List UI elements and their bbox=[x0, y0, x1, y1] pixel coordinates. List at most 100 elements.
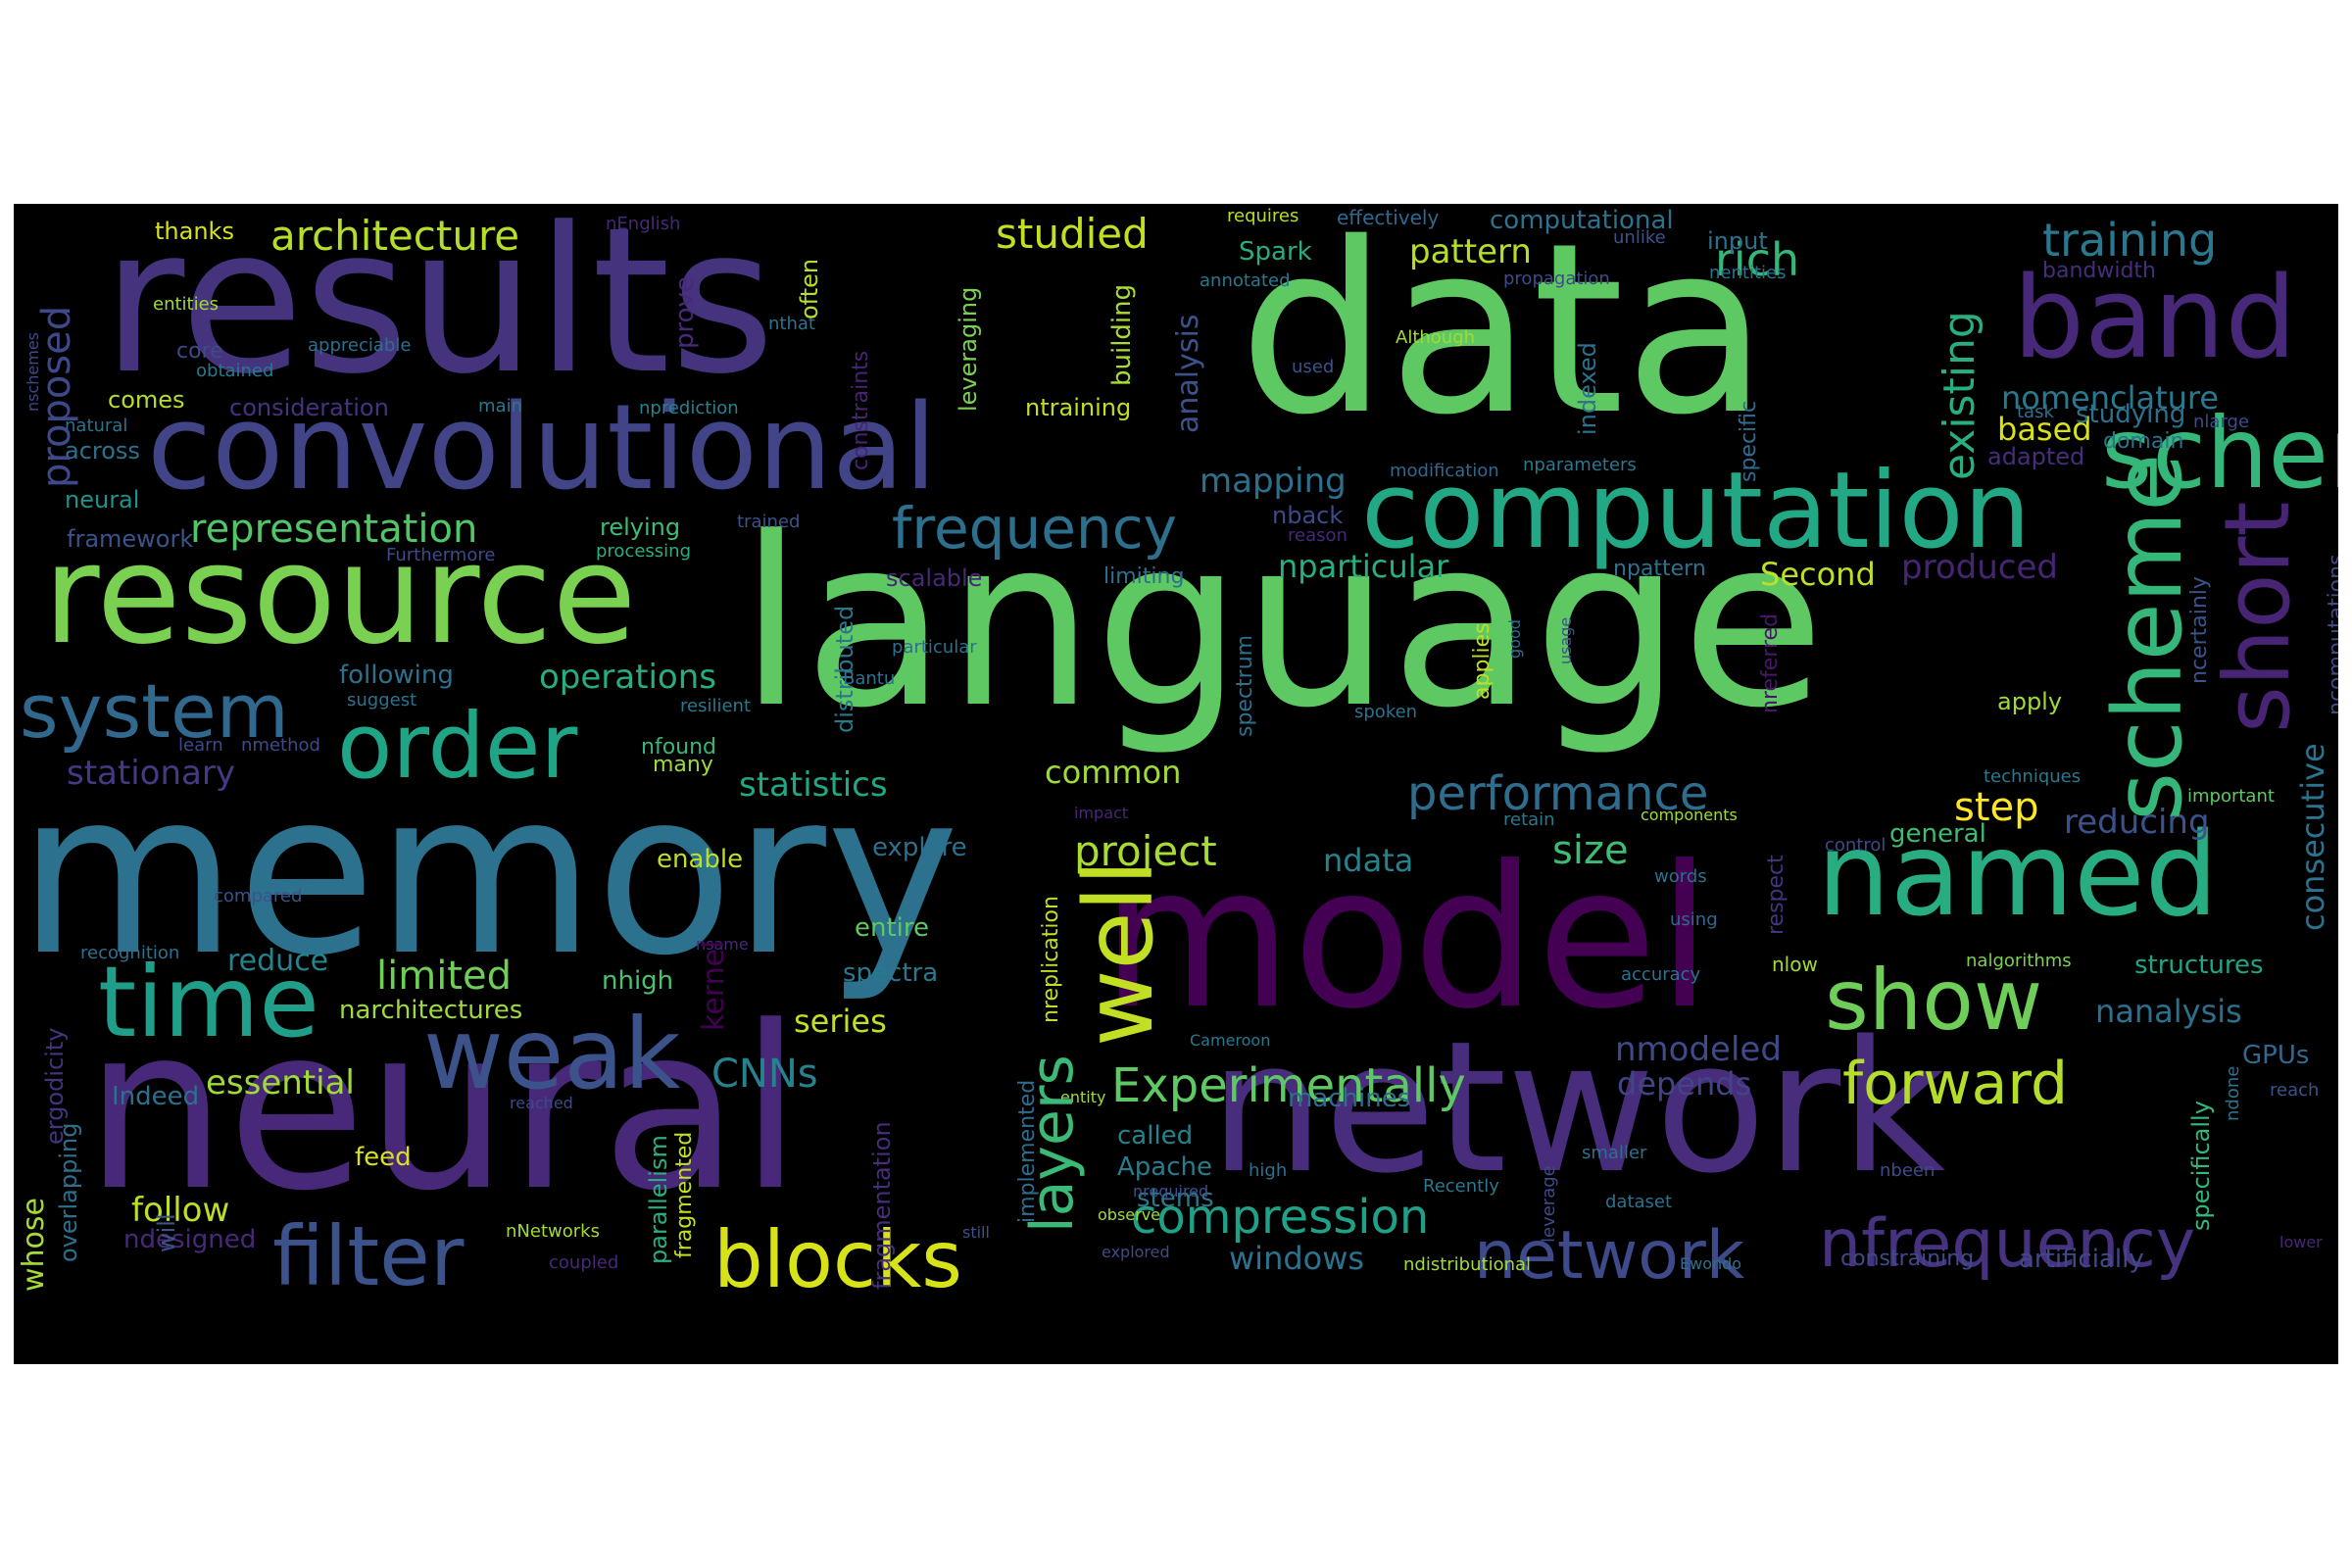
word-words: words bbox=[1654, 868, 1707, 886]
word-retain: retain bbox=[1503, 811, 1555, 829]
word-framework: framework bbox=[67, 527, 193, 551]
word-main: main bbox=[478, 398, 522, 416]
word-nback: nback bbox=[1272, 504, 1343, 527]
word-accuracy: accuracy bbox=[1621, 966, 1700, 984]
word-core: core bbox=[176, 341, 223, 363]
word-blocks: blocks bbox=[713, 1221, 962, 1299]
word-recently: Recently bbox=[1423, 1178, 1499, 1196]
word-modification: modification bbox=[1390, 463, 1499, 480]
word-reduce: reduce bbox=[227, 947, 328, 976]
word-studying: studying bbox=[2076, 402, 2185, 427]
word-cloud: language memory neural network model dat… bbox=[14, 204, 2338, 1364]
word-produced: produced bbox=[1901, 551, 2058, 584]
word-nschemes: nschemes bbox=[25, 332, 41, 412]
word-adapted: adapted bbox=[1987, 445, 2084, 468]
word-still: still bbox=[962, 1225, 990, 1241]
word-cameroon: Cameroon bbox=[1190, 1033, 1270, 1049]
word-task: task bbox=[2017, 404, 2054, 421]
word-furthermore: Furthermore bbox=[386, 547, 495, 564]
word-nentities: nentities bbox=[1709, 265, 1786, 282]
word-ntraining: ntraining bbox=[1025, 396, 1131, 419]
word-statistics: statistics bbox=[739, 768, 888, 802]
word-overlapping: overlapping bbox=[57, 1123, 80, 1262]
word-nalgorithms: nalgorithms bbox=[1966, 953, 2072, 970]
word-nreferred: nreferred bbox=[1760, 613, 1782, 713]
word-consideration: consideration bbox=[229, 396, 389, 419]
word-nparticular: nparticular bbox=[1278, 551, 1448, 582]
word-comes: comes bbox=[108, 388, 185, 412]
word-implemented: implemented bbox=[1017, 1080, 1039, 1223]
word-order: order bbox=[337, 702, 577, 792]
word-scheme-vert: scheme bbox=[2101, 454, 2195, 821]
word-indeed: Indeed bbox=[112, 1084, 199, 1109]
word-narchitectures: narchitectures bbox=[339, 998, 522, 1023]
word-relying: relying bbox=[600, 515, 680, 539]
word-ndone: ndone bbox=[2225, 1066, 2242, 1121]
word-unlike: unlike bbox=[1613, 229, 1666, 247]
word-size: size bbox=[1552, 831, 1629, 870]
word-apply: apply bbox=[1997, 690, 2062, 713]
word-structures: structures bbox=[2134, 953, 2264, 978]
word-using: using bbox=[1670, 911, 1718, 929]
word-general: general bbox=[1889, 821, 1986, 847]
word-control: control bbox=[1825, 837, 1886, 855]
word-particular: particular bbox=[892, 639, 977, 657]
word-spoken: spoken bbox=[1354, 704, 1417, 721]
word-representation: representation bbox=[190, 510, 477, 549]
word-spectrum: spectrum bbox=[1235, 635, 1256, 737]
word-mapping: mapping bbox=[1200, 465, 1347, 498]
word-entire: entire bbox=[855, 915, 929, 941]
word-nbeen: nbeen bbox=[1880, 1162, 1935, 1180]
word-essential: essential bbox=[206, 1066, 355, 1100]
word-apache: Apache bbox=[1117, 1154, 1212, 1180]
word-will: will bbox=[155, 1213, 178, 1252]
word-whose: whose bbox=[20, 1198, 49, 1292]
word-feed: feed bbox=[355, 1145, 412, 1170]
word-reached: reached bbox=[510, 1096, 573, 1111]
word-nreplication: nreplication bbox=[1041, 896, 1062, 1023]
word-entities: entities bbox=[153, 296, 219, 314]
word-nmethod: nmethod bbox=[241, 737, 320, 755]
word-consecutive: consecutive bbox=[2297, 743, 2328, 931]
word-second: Second bbox=[1760, 559, 1876, 590]
word-nenglish: nEnglish bbox=[606, 216, 680, 233]
word-filter: filter bbox=[272, 1215, 464, 1298]
word-applies: applies bbox=[1472, 622, 1494, 700]
word-parallelism: parallelism bbox=[647, 1135, 670, 1264]
word-machines: machines bbox=[1288, 1086, 1410, 1111]
word-smaller: smaller bbox=[1582, 1145, 1646, 1162]
word-explore: explore bbox=[872, 835, 967, 860]
word-suggest: suggest bbox=[347, 692, 416, 710]
word-recognition: recognition bbox=[80, 945, 179, 962]
word-fragmented: fragmented bbox=[674, 1132, 696, 1258]
word-kernel: kernel bbox=[700, 941, 729, 1031]
word-obtained: obtained bbox=[196, 363, 273, 380]
word-respect: respect bbox=[1766, 855, 1788, 935]
word-forward: forward bbox=[1842, 1054, 2068, 1113]
word-nhigh: nhigh bbox=[602, 968, 673, 994]
word-indexed: indexed bbox=[1576, 342, 1599, 435]
word-depends: depends bbox=[1617, 1068, 1751, 1100]
word-compared: compared bbox=[214, 888, 302, 906]
word-resilient: resilient bbox=[680, 698, 751, 715]
word-architecture: architecture bbox=[270, 216, 519, 257]
word-following: following bbox=[339, 662, 454, 688]
word-ndesigned: ndesigned bbox=[123, 1227, 256, 1252]
word-techniques: techniques bbox=[1984, 768, 2081, 786]
word-nparameters: nparameters bbox=[1523, 457, 1637, 474]
word-annotated: annotated bbox=[1200, 272, 1291, 290]
word-ncomputations: ncomputations bbox=[2327, 554, 2338, 715]
word-constraining: constraining bbox=[1840, 1249, 1974, 1270]
word-nrequired: nrequired bbox=[1133, 1184, 1208, 1200]
word-called: called bbox=[1117, 1123, 1193, 1149]
word-nanalysis: nanalysis bbox=[2095, 996, 2242, 1027]
word-ewondo: Ewondo bbox=[1680, 1256, 1741, 1272]
word-leverage: leverage bbox=[1541, 1165, 1558, 1243]
word-spark: Spark bbox=[1239, 239, 1312, 265]
word-good: good bbox=[1507, 619, 1523, 659]
word-observe: observe bbox=[1098, 1207, 1160, 1223]
word-ndata: ndata bbox=[1323, 845, 1413, 876]
word-specifically: specifically bbox=[2189, 1101, 2213, 1231]
word-cnns: CNNs bbox=[711, 1054, 818, 1094]
word-stationary: stationary bbox=[67, 757, 235, 790]
